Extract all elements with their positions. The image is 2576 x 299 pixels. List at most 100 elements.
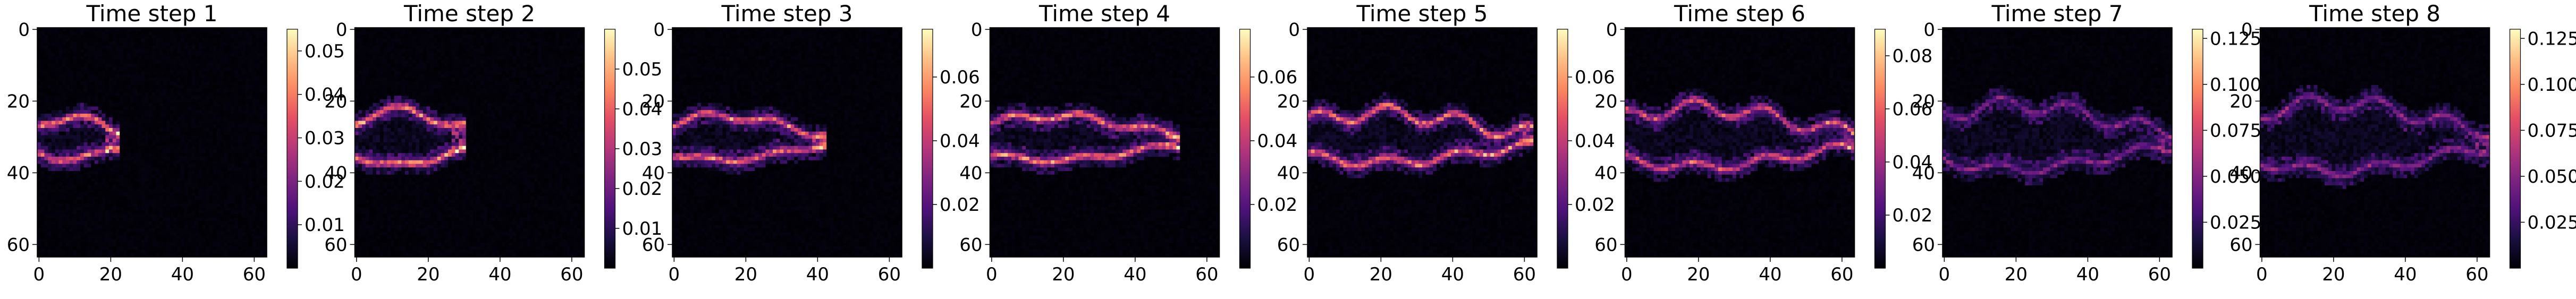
heatmap-cell (238, 182, 242, 186)
heatmap-cell (249, 246, 253, 251)
heatmap-cell (191, 185, 196, 190)
heatmap-cell (387, 56, 391, 61)
heatmap-cell (91, 71, 95, 75)
heatmap-cell (198, 128, 203, 132)
heatmap-cell (55, 42, 60, 46)
heatmap-cell (80, 131, 85, 136)
heatmap-cell (245, 63, 249, 67)
heatmap-cell (177, 203, 181, 208)
heatmap-cell (112, 128, 117, 132)
heatmap-cell (126, 192, 131, 197)
heatmap-cell (102, 102, 106, 107)
heatmap-cell (130, 142, 134, 147)
heatmap-cell (451, 53, 456, 57)
heatmap-cell (249, 88, 253, 93)
heatmap-cell (202, 189, 206, 193)
heatmap-cell (213, 114, 217, 118)
heatmap-cell (123, 207, 128, 211)
heatmap-cell (58, 167, 63, 172)
heatmap-cell (48, 42, 52, 46)
heatmap-cell (455, 38, 459, 42)
heatmap-cell (256, 81, 260, 86)
heatmap-cell (102, 171, 106, 175)
heatmap-cell (231, 153, 235, 157)
heatmap-cell (227, 74, 232, 79)
heatmap-cell (173, 228, 178, 233)
heatmap-cell (102, 121, 106, 125)
heatmap-cell (123, 88, 128, 93)
heatmap-cell (159, 106, 163, 110)
heatmap-cell (109, 106, 113, 110)
heatmap-cell (234, 207, 239, 211)
heatmap-cell (145, 192, 149, 197)
heatmap-cell (231, 196, 235, 200)
heatmap-cell (480, 59, 485, 64)
heatmap-cell (195, 99, 199, 104)
heatmap-cell (263, 92, 267, 96)
heatmap-cell (537, 42, 542, 46)
heatmap-cell (577, 31, 581, 36)
heatmap-cell (40, 85, 45, 89)
heatmap-cell (80, 135, 85, 139)
heatmap-cell (52, 106, 56, 110)
heatmap-cell (73, 74, 77, 79)
heatmap-cell (73, 53, 77, 57)
heatmap-cell (105, 67, 109, 71)
heatmap-cell (166, 217, 171, 222)
heatmap-cell (209, 131, 214, 136)
heatmap-cell (220, 102, 224, 107)
heatmap-cell (98, 35, 103, 39)
heatmap-cell (80, 239, 85, 243)
heatmap-cell (130, 35, 134, 39)
heatmap-cell (58, 135, 63, 139)
heatmap-cell (138, 210, 142, 215)
heatmap-cell (491, 59, 495, 64)
heatmap-cell (141, 235, 146, 240)
heatmap-cell (195, 160, 199, 165)
heatmap-cell (148, 99, 153, 104)
heatmap-cell (73, 139, 77, 143)
heatmap-cell (256, 106, 260, 110)
heatmap-cell (537, 63, 542, 67)
heatmap-cell (173, 53, 178, 57)
heatmap-cell (394, 35, 399, 39)
heatmap-cell (40, 178, 45, 182)
heatmap-cell (40, 149, 45, 153)
heatmap-cell (195, 49, 199, 53)
heatmap-cell (95, 250, 99, 254)
heatmap-cell (112, 74, 117, 79)
heatmap-cell (224, 185, 228, 190)
heatmap-cell (148, 121, 153, 125)
heatmap-cell (520, 59, 524, 64)
heatmap-cell (95, 253, 99, 258)
heatmap-cell (477, 31, 481, 36)
heatmap-cell (181, 200, 185, 204)
heatmap-cell (505, 53, 510, 57)
heatmap-cell (116, 85, 120, 89)
heatmap-cell (184, 31, 189, 36)
heatmap-cell (102, 157, 106, 161)
heatmap-cell (580, 53, 585, 57)
heatmap-cell (259, 221, 264, 225)
heatmap-cell (473, 35, 477, 39)
heatmap-cell (480, 49, 485, 53)
heatmap-cell (120, 157, 124, 161)
heatmap-cell (202, 102, 206, 107)
heatmap-cell (256, 246, 260, 251)
heatmap-cell (256, 228, 260, 233)
heatmap-cell (138, 182, 142, 186)
heatmap-cell (116, 217, 120, 222)
heatmap-cell (408, 38, 413, 42)
heatmap-cell (141, 149, 146, 153)
heatmap-cell (387, 74, 391, 79)
heatmap-cell (163, 157, 167, 161)
heatmap-cell (91, 92, 95, 96)
heatmap-cell (83, 53, 88, 57)
heatmap-cell (95, 149, 99, 153)
heatmap-cell (573, 71, 578, 75)
heatmap-cell (184, 178, 189, 182)
heatmap-cell (195, 131, 199, 136)
heatmap-cell (209, 185, 214, 190)
heatmap-cell (87, 189, 91, 193)
heatmap-cell (398, 53, 402, 57)
